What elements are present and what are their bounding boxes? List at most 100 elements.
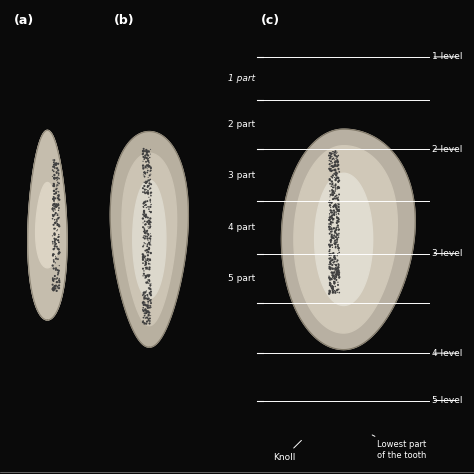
Point xyxy=(51,283,58,290)
Point xyxy=(335,200,343,208)
Point xyxy=(328,224,336,232)
Point xyxy=(333,194,341,202)
Point xyxy=(141,154,148,162)
Point xyxy=(54,220,61,228)
Point xyxy=(327,204,335,211)
Point xyxy=(143,189,150,196)
Point xyxy=(142,220,149,228)
Text: 4 part: 4 part xyxy=(228,223,255,232)
Point xyxy=(141,202,148,210)
Point xyxy=(146,235,154,242)
Point xyxy=(329,191,337,199)
Point xyxy=(50,174,57,182)
Point xyxy=(332,224,340,232)
Point xyxy=(326,155,333,162)
Point xyxy=(328,214,336,222)
Point xyxy=(146,219,154,226)
Point xyxy=(328,284,336,292)
Point xyxy=(327,236,335,244)
Point xyxy=(146,276,153,284)
Point xyxy=(331,195,339,202)
Point xyxy=(140,207,148,215)
Point xyxy=(327,260,335,268)
Point xyxy=(55,282,63,289)
Point xyxy=(329,219,337,226)
Point xyxy=(327,207,335,214)
Point xyxy=(334,217,341,225)
Point xyxy=(54,266,61,274)
Point xyxy=(147,167,155,174)
Point xyxy=(326,276,334,283)
Point xyxy=(51,160,58,168)
Point xyxy=(52,275,60,283)
Point xyxy=(53,216,61,223)
Point xyxy=(50,195,57,203)
Point xyxy=(327,251,335,259)
Point xyxy=(144,233,151,240)
Point xyxy=(52,259,59,267)
Point xyxy=(330,210,338,218)
Point xyxy=(333,252,341,259)
Point xyxy=(330,273,337,281)
Point xyxy=(146,224,154,231)
Point xyxy=(328,225,335,232)
Point xyxy=(142,273,150,280)
Point xyxy=(144,169,151,176)
Point xyxy=(49,240,57,247)
Point xyxy=(50,258,58,265)
Point xyxy=(144,271,152,278)
Point xyxy=(140,145,147,153)
Point xyxy=(335,178,342,185)
Point xyxy=(144,219,152,226)
Point xyxy=(326,279,334,287)
Point xyxy=(331,254,339,262)
Point xyxy=(145,311,153,319)
Point xyxy=(333,268,340,275)
Point xyxy=(146,184,154,192)
Point xyxy=(331,274,339,282)
Point xyxy=(143,179,150,187)
Point xyxy=(54,194,61,202)
Point xyxy=(329,216,337,224)
Point xyxy=(332,244,339,251)
Point xyxy=(334,222,342,229)
Point xyxy=(144,248,152,255)
Point xyxy=(50,187,58,195)
Point xyxy=(334,231,341,238)
Point xyxy=(143,228,150,235)
Point xyxy=(141,221,149,228)
Point xyxy=(333,206,341,213)
Point xyxy=(55,238,63,246)
Point xyxy=(331,241,338,248)
Point xyxy=(146,239,153,246)
Point xyxy=(147,170,155,178)
Point xyxy=(146,317,154,325)
Point xyxy=(141,212,149,220)
Point xyxy=(333,173,341,181)
Point xyxy=(330,280,338,287)
Point xyxy=(140,155,148,163)
Point xyxy=(328,190,336,197)
Point xyxy=(333,208,341,215)
Point xyxy=(326,255,333,263)
Point xyxy=(142,278,150,286)
Point xyxy=(49,275,56,283)
Point xyxy=(331,201,338,209)
Point xyxy=(332,272,340,280)
Point xyxy=(141,229,149,237)
Point xyxy=(49,215,56,222)
Point xyxy=(141,228,148,236)
Point xyxy=(52,201,59,209)
Point xyxy=(146,150,154,158)
Point xyxy=(329,183,337,191)
Point xyxy=(335,210,343,218)
Point xyxy=(52,189,60,196)
Point xyxy=(335,267,342,275)
Polygon shape xyxy=(122,153,177,326)
Point xyxy=(142,314,149,322)
Point xyxy=(335,245,342,252)
Point xyxy=(329,163,337,171)
Point xyxy=(326,201,334,209)
Point xyxy=(332,155,340,162)
Point xyxy=(141,301,149,309)
